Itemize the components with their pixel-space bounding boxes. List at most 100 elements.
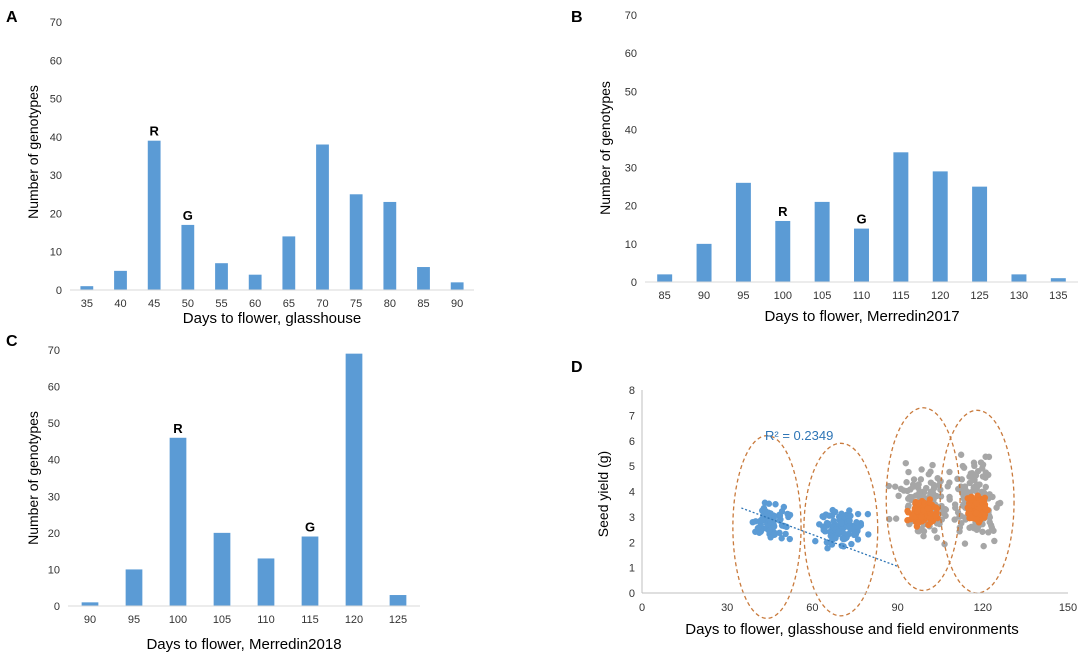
panel-c-bar-90 bbox=[81, 602, 99, 606]
panel-d-x-tick: 120 bbox=[974, 602, 992, 614]
panel-d-x-tick: 0 bbox=[639, 602, 645, 614]
panel-d-point-Merredin2017 bbox=[979, 528, 986, 535]
panel-d-point-Merredin2017 bbox=[991, 537, 998, 545]
panel-d-point-Merredin2017 bbox=[900, 487, 908, 494]
panel-c-x-tick: 100 bbox=[169, 614, 187, 626]
panel-a-x-tick: 75 bbox=[350, 298, 362, 310]
panel-d-point-glasshouse bbox=[782, 530, 789, 538]
panel-c-y-tick: 20 bbox=[48, 528, 60, 540]
panel-b-x-tick: 125 bbox=[970, 290, 988, 302]
panel-c-y-tick: 30 bbox=[48, 491, 60, 503]
panel-d-point-Merredin2018 bbox=[972, 509, 980, 517]
panel-c-y-tick: 10 bbox=[48, 564, 60, 576]
panel-a-x-ticks: 35 40 45 50 55 60 65 70 75 80 85 90 bbox=[81, 298, 464, 310]
panel-c-annotation-G: G bbox=[305, 520, 315, 535]
panel-d: D 0 1 2 3 4 5 6 7 8 0 30 60 90 120 150 R² = 0.2349 Da… bbox=[571, 359, 1077, 638]
panel-d-point-glasshouse bbox=[853, 519, 860, 526]
panel-d-point-glasshouse bbox=[749, 518, 756, 526]
panel-b-y-tick: 10 bbox=[625, 239, 637, 251]
panel-c-x-tick: 125 bbox=[389, 614, 407, 626]
panel-a-y-tick: 30 bbox=[50, 170, 62, 182]
panel-d-point-Merredin2017 bbox=[988, 524, 996, 531]
panel-c-bar-105 bbox=[213, 532, 231, 606]
panel-d-point-Merredin2017 bbox=[985, 529, 992, 536]
panel-d-x-ticks: 0 30 60 90 120 150 bbox=[639, 602, 1077, 614]
panel-d-point-Merredin2017 bbox=[951, 516, 958, 523]
panel-a-y-tick: 40 bbox=[50, 132, 62, 144]
panel-c-y-tick: 70 bbox=[48, 345, 60, 357]
panel-d-y-tick: 2 bbox=[629, 537, 635, 549]
panel-b-y-axis-label: Number of genotypes bbox=[597, 81, 613, 215]
panel-d-point-glasshouse bbox=[846, 525, 854, 532]
panel-b-bar-110 bbox=[854, 228, 869, 282]
panel-d-point-glasshouse bbox=[865, 531, 872, 538]
panel-b-x-axis-label: Days to flower, Merredin2017 bbox=[764, 308, 959, 325]
panel-d-point-Merredin2018 bbox=[932, 512, 939, 519]
panel-c-x-tick: 110 bbox=[257, 614, 275, 626]
panel-d-point-Merredin2018 bbox=[926, 500, 934, 507]
panel-d-point-Merredin2017 bbox=[946, 493, 953, 501]
panel-d-point-glasshouse bbox=[846, 507, 853, 514]
panel-b-bar-100 bbox=[775, 220, 791, 282]
panel-d-point-Merredin2017 bbox=[910, 476, 918, 483]
panel-b-x-tick: 85 bbox=[659, 290, 671, 302]
panel-b-y-ticks: 0 10 20 30 40 50 60 70 bbox=[625, 10, 637, 289]
panel-d-point-Merredin2017 bbox=[903, 479, 910, 486]
panel-c-bar-100 bbox=[169, 437, 187, 606]
panel-b-bar-85 bbox=[657, 274, 673, 282]
panel-d-point-glasshouse bbox=[776, 529, 783, 537]
panel-a-bar-65 bbox=[282, 236, 296, 290]
panel-d-point-glasshouse bbox=[778, 508, 786, 515]
panel-d-point-Merredin2017 bbox=[915, 490, 923, 497]
panel-c-x-ticks: 90 95 100 105 110 115 120 125 bbox=[84, 614, 407, 626]
panel-d-point-Merredin2017 bbox=[923, 484, 930, 492]
panel-d-point-Merredin2018 bbox=[909, 513, 917, 520]
panel-b-x-tick: 90 bbox=[698, 290, 710, 302]
panel-d-y-tick: 3 bbox=[629, 512, 635, 524]
panel-b-x-ticks: 85 90 95 100 105 110 115 120 125 130 135 bbox=[659, 290, 1068, 302]
panel-a-y-tick: 0 bbox=[56, 285, 62, 297]
panel-d-point-Merredin2018 bbox=[973, 516, 980, 523]
panel-d-point-Merredin2017 bbox=[942, 512, 949, 519]
panel-a-x-tick: 65 bbox=[283, 298, 295, 310]
panel-c-annotation-R: R bbox=[173, 421, 183, 436]
panel-c-bar-95 bbox=[125, 569, 143, 606]
panel-d-point-glasshouse bbox=[765, 527, 773, 535]
panel-b-y-tick: 40 bbox=[625, 124, 637, 136]
panel-d-point-Merredin2017 bbox=[986, 519, 993, 526]
panel-a-bar-55 bbox=[215, 263, 228, 290]
panel-d-x-axis-label: Days to flower, glasshouse and field env… bbox=[685, 621, 1019, 638]
panel-d-point-Merredin2017 bbox=[996, 499, 1004, 507]
panel-b-y-tick: 70 bbox=[625, 10, 637, 22]
panel-d-y-tick: 7 bbox=[629, 410, 635, 422]
panel-d-point-glasshouse bbox=[835, 513, 843, 521]
panel-a-x-tick: 80 bbox=[384, 298, 396, 310]
panel-d-label: D bbox=[571, 359, 583, 376]
panel-d-point-glasshouse bbox=[864, 510, 872, 518]
panel-d-point-glasshouse bbox=[826, 512, 833, 519]
panel-d-point-glasshouse bbox=[840, 535, 847, 543]
panel-d-point-Merredin2017 bbox=[917, 476, 925, 483]
panel-d-point-Merredin2017 bbox=[905, 468, 912, 476]
panel-c-bar-115 bbox=[301, 536, 319, 606]
panel-d-point-Merredin2017 bbox=[985, 453, 993, 461]
panel-c-y-tick: 60 bbox=[48, 382, 60, 394]
panel-b-x-tick: 120 bbox=[931, 290, 949, 302]
panel-d-r-squared: R² = 0.2349 bbox=[765, 428, 833, 443]
panel-c-label: C bbox=[6, 333, 18, 350]
panel-d-point-Merredin2017 bbox=[982, 483, 989, 491]
panel-d-y-tick: 4 bbox=[629, 487, 635, 499]
panel-d-point-Merredin2017 bbox=[979, 465, 986, 472]
panel-d-point-Merredin2017 bbox=[933, 534, 941, 541]
panel-d-point-Merredin2017 bbox=[931, 527, 938, 534]
panel-d-point-glasshouse bbox=[832, 534, 839, 542]
panel-d-point-glasshouse bbox=[765, 500, 773, 507]
panel-a-y-axis-label: Number of genotypes bbox=[25, 85, 41, 219]
panel-b-x-tick: 110 bbox=[853, 290, 871, 302]
panel-a-x-tick: 45 bbox=[148, 298, 160, 310]
panel-a-x-tick: 90 bbox=[451, 298, 463, 310]
panel-d-point-glasshouse bbox=[835, 528, 842, 536]
panel-d-point-glasshouse bbox=[767, 534, 774, 541]
panel-b-label: B bbox=[571, 9, 583, 26]
